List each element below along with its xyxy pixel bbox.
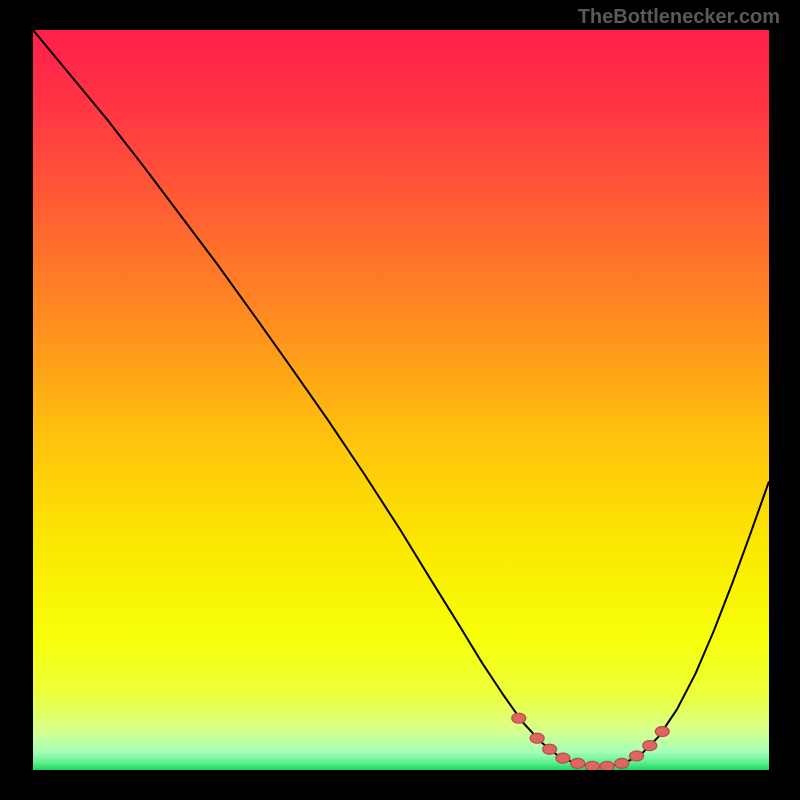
- chart-svg: [33, 30, 769, 770]
- chart-container: TheBottlenecker.com: [0, 0, 800, 800]
- valley-marker: [571, 758, 585, 768]
- valley-marker: [630, 751, 644, 761]
- valley-marker: [615, 758, 629, 768]
- valley-marker: [556, 753, 570, 763]
- watermark-text: TheBottlenecker.com: [578, 6, 780, 29]
- gradient-background: [33, 30, 769, 770]
- valley-marker: [643, 741, 657, 751]
- valley-marker: [530, 733, 544, 743]
- valley-marker: [512, 713, 526, 723]
- valley-marker: [655, 727, 669, 737]
- valley-marker: [600, 761, 614, 770]
- plot-area: [33, 30, 769, 770]
- valley-marker: [585, 761, 599, 770]
- valley-marker: [543, 744, 557, 754]
